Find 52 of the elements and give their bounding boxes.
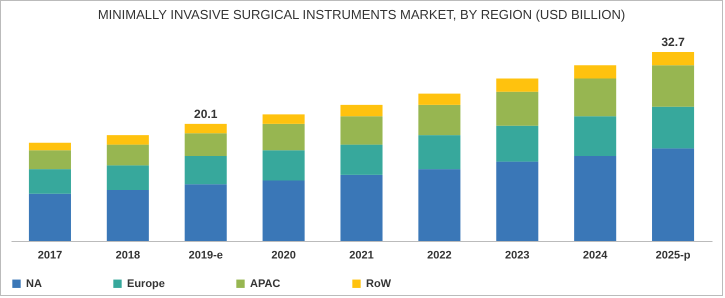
bar: [652, 65, 694, 107]
bar: [28, 194, 71, 241]
bar: [574, 78, 616, 116]
x-tick-label: 2024: [582, 250, 608, 262]
bar: [496, 126, 538, 162]
bar: [28, 169, 71, 194]
bar: [418, 94, 460, 105]
bar: [28, 150, 71, 170]
bar: [652, 52, 694, 66]
bar: [418, 104, 460, 136]
x-tick-label: 2021: [349, 250, 374, 262]
x-tick-label: 2020: [271, 250, 296, 262]
legend-label: RoW: [366, 278, 392, 290]
x-tick-label: 2023: [505, 250, 530, 262]
bar: [184, 133, 227, 156]
bar: [418, 135, 460, 170]
bar: [496, 92, 538, 126]
bar: [418, 169, 460, 241]
bar: [184, 156, 227, 184]
bar: [106, 144, 149, 166]
bar: [28, 142, 71, 150]
bar: [106, 190, 149, 241]
x-tick-label: 2025-p: [656, 250, 691, 262]
bar: [262, 124, 305, 150]
bar: [652, 148, 694, 241]
bar: [340, 104, 383, 116]
bar: [574, 116, 616, 156]
bar: [496, 78, 538, 92]
chart-title: MINIMALLY INVASIVE SURGICAL INSTRUMENTS MARKET, BY REGION (USD BILLION): [98, 7, 626, 22]
bar: [340, 144, 383, 175]
bar: [496, 162, 538, 241]
bar: [652, 106, 694, 148]
bar: [574, 156, 616, 241]
bar: [184, 184, 227, 241]
legend-label: APAC: [250, 278, 280, 290]
x-tick-label: 2018: [116, 250, 140, 262]
bar: [262, 150, 305, 181]
bar: [574, 65, 616, 78]
annotation: 20.1: [194, 106, 218, 121]
x-tick-label: 2017: [38, 250, 62, 262]
bar: [106, 135, 149, 145]
x-tick-label: 2022: [427, 250, 452, 262]
bar: [340, 116, 383, 145]
x-tick-label: 2019-e: [188, 250, 223, 262]
bar: [184, 124, 227, 134]
bar: [262, 114, 305, 124]
annotation: 32.7: [661, 35, 686, 49]
bar: [262, 180, 305, 241]
legend-label: Europe: [127, 278, 165, 290]
legend-label: NA: [26, 278, 42, 290]
bar: [106, 165, 149, 190]
bar: [340, 174, 383, 241]
